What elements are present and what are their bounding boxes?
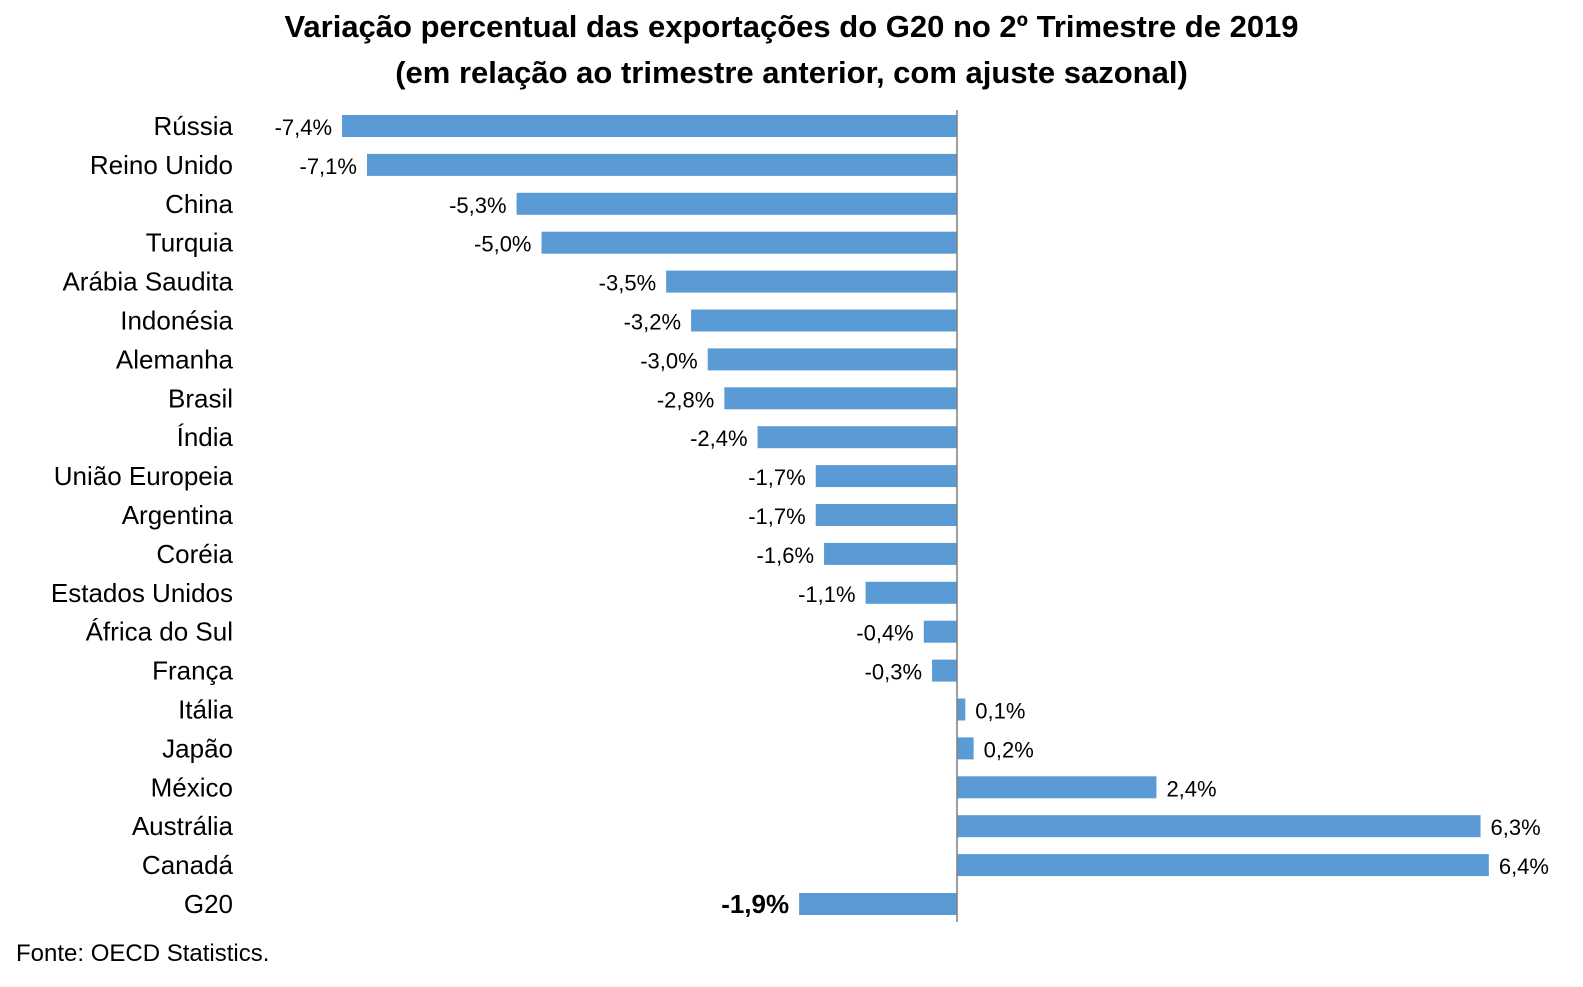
chart-subtitle: (em relação ao trimestre anterior, com a…: [395, 55, 1188, 90]
category-label: Estados Unidos: [51, 578, 233, 608]
bar: [724, 387, 957, 410]
category-label: Indonésia: [120, 306, 233, 336]
category-label: China: [165, 189, 233, 219]
bar: [957, 776, 1157, 799]
bar: [957, 737, 974, 760]
data-label: -1,7%: [748, 465, 805, 490]
bar: [366, 153, 957, 176]
data-label: 6,4%: [1499, 854, 1549, 879]
bar: [757, 426, 957, 449]
bar: [666, 270, 957, 293]
bar: [799, 893, 957, 915]
data-label: -3,5%: [599, 271, 656, 296]
category-label: França: [152, 656, 233, 686]
category-label: Alemanha: [116, 344, 234, 374]
category-label: África do Sul: [86, 617, 233, 647]
data-label: -5,3%: [449, 193, 506, 218]
bar: [865, 581, 957, 604]
bar: [516, 192, 957, 215]
category-label: Arábia Saudita: [62, 267, 233, 297]
bar: [815, 465, 957, 488]
chart-title: Variação percentual das exportações do G…: [284, 9, 1299, 44]
data-label: -1,9%: [721, 889, 789, 919]
data-label: -7,4%: [275, 115, 332, 140]
data-label: -2,4%: [690, 426, 747, 451]
category-label: Reino Unido: [90, 150, 233, 180]
data-label: -5,0%: [474, 232, 531, 257]
category-label: Turquia: [146, 228, 234, 258]
category-label: G20: [184, 889, 233, 919]
category-label: Coréia: [156, 539, 233, 569]
category-label: Argentina: [122, 500, 234, 530]
category-label: Itália: [178, 695, 233, 725]
data-label: -3,0%: [640, 348, 697, 373]
data-label: -1,1%: [798, 582, 855, 607]
data-label: -1,7%: [748, 504, 805, 529]
bar: [342, 115, 957, 137]
data-label: -1,6%: [757, 543, 814, 568]
bar: [815, 504, 957, 526]
bar: [824, 542, 957, 565]
bar: [541, 231, 957, 254]
category-label: México: [151, 772, 233, 802]
category-label: Canadá: [142, 850, 234, 880]
data-label: 0,1%: [975, 699, 1025, 724]
category-label: Brasil: [168, 383, 233, 413]
bar: [691, 309, 957, 332]
data-label: -3,2%: [624, 310, 681, 335]
bar: [932, 659, 957, 682]
source-note: Fonte: OECD Statistics.: [16, 940, 270, 967]
bar: [957, 815, 1481, 838]
bar: [923, 620, 957, 643]
bar: [957, 698, 966, 721]
data-label: 0,2%: [984, 737, 1034, 762]
data-label: 2,4%: [1166, 776, 1216, 801]
data-label: -2,8%: [657, 387, 714, 412]
category-label: Austrália: [132, 811, 234, 841]
data-label: -0,4%: [856, 621, 913, 646]
category-label: Índia: [177, 422, 234, 452]
data-label: -7,1%: [300, 154, 357, 179]
data-label: -0,3%: [865, 660, 922, 685]
data-label: 6,3%: [1491, 815, 1541, 840]
category-label: União Europeia: [54, 461, 234, 491]
bar: [957, 854, 1489, 877]
bar: [707, 348, 957, 371]
category-label: Rússia: [154, 111, 234, 141]
category-label: Japão: [162, 733, 233, 763]
